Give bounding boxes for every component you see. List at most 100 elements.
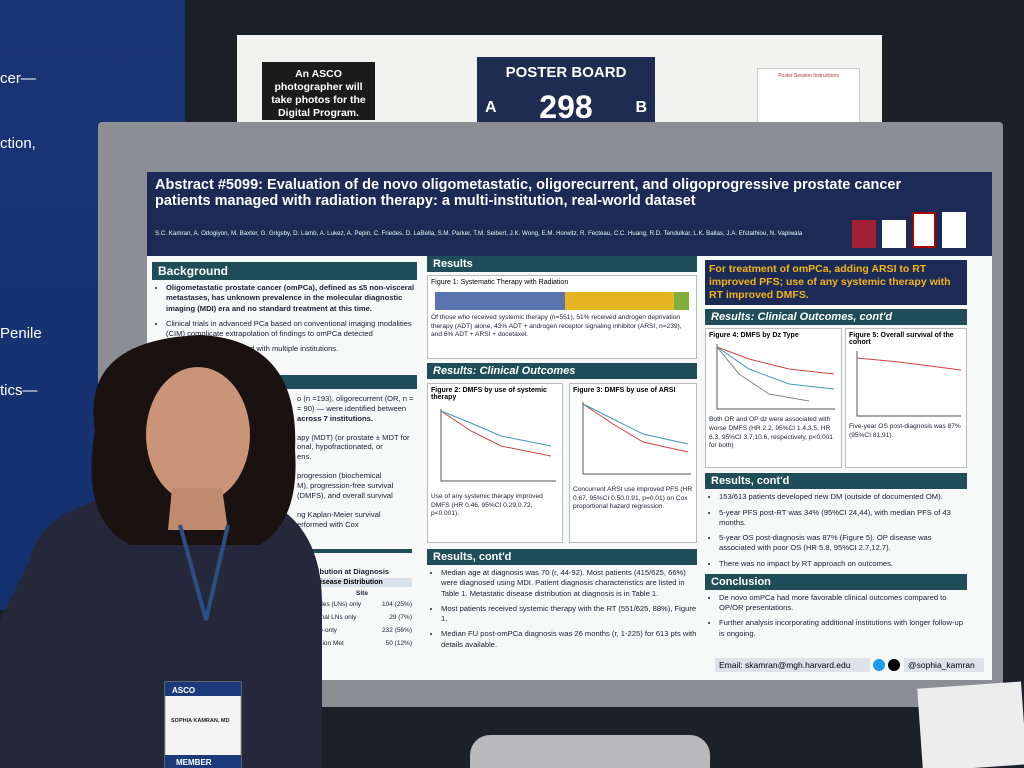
email: Email: skamran@mgh.harvard.edu [715,658,870,672]
figure-title: Figure 4: DMFS by Dz Type [709,332,799,340]
section-heading: Results, cont'd [705,473,967,490]
poster-authors: S.C. Kamran, A. Odogiyon, M. Baxter, G. … [155,230,803,237]
section-heading: Conclusion [705,573,967,590]
table-title: tribution at Diagnosis [312,567,390,576]
section-heading: Background [152,262,417,280]
handle: @sophia_kamran [904,658,984,672]
figure-caption: Of those who received systemic therapy (… [431,314,682,339]
social-icon [888,659,900,671]
figure: Figure 2: DMFS by use of systemic therap… [427,383,563,543]
figure-caption: Both OR and OP dz were associated with w… [709,416,833,450]
chair [470,735,710,768]
text: erformed with Cox [297,519,359,529]
poster-title: Abstract #5099: Evaluation of de novo ol… [155,177,902,210]
side-a: A [485,99,497,116]
side-b: B [635,99,647,116]
cell: 232 (56%) [382,627,412,634]
cell: nodes (LNs) only [312,601,362,608]
figure-title: Figure 1: Systematic Therapy with Radiat… [431,279,569,286]
section-heading [312,549,412,553]
cell: 104 (25%) [382,601,412,608]
stacked-bar [435,292,689,310]
bar-segment [673,292,689,310]
bullet: Most patients received systemic therapy … [441,604,697,625]
logo [912,212,936,248]
table-subtitle: Disease Distribution [312,578,412,587]
figure-title: Figure 2: DMFS by use of systemic therap… [431,387,547,401]
cell: gional LNs only [312,614,357,621]
board-label: POSTER BOARD [505,64,627,81]
section-heading: Results: Clinical Outcomes, cont'd [705,309,967,326]
figure: Figure 3: DMFS by use of ARSI Concurrent… [569,383,697,543]
km-plot [716,344,835,410]
bullet: Clinical trials in advanced PCa based on… [166,319,417,340]
figure-caption: Five-year OS post-diagnosis was 87% (95%… [849,423,961,439]
bullet: Median FU post-omPCa diagnosis was 26 mo… [441,629,697,650]
bullet-list: 153/613 patients developed new DM (outsi… [705,492,967,569]
photographer-sign: An ASCO photographer will take photos fo… [262,62,375,120]
figure-caption: Concurrent ARSI use improved PFS (HR 0.6… [573,486,693,511]
social-icon [873,659,885,671]
badge-header [165,682,241,696]
bullet-list: De novo omPCa had more favorable clinica… [705,593,967,639]
logo [852,220,876,248]
lanyard [178,524,230,621]
figure: Figure 1: Systematic Therapy with Radiat… [427,275,697,359]
logo [942,212,966,248]
badge-brand: ASCO [172,686,195,695]
cell: one-only [312,627,337,634]
figure: Figure 5: Overall survival of the cohort… [845,328,967,469]
cell: ination Met [312,640,344,647]
bullet: 5-year PFS post-RT was 34% (95%CI 24,44)… [719,508,967,529]
banner-text: Penile [0,325,42,342]
bullet: 5-year OS post-diagnosis was 87% (Figure… [719,533,967,554]
banner-text: ction, [0,135,36,152]
heading-text: Results: Clinical Outcomes, cont'd [711,311,893,324]
figure-caption: Use of any systemic therapy improved DMF… [431,493,543,518]
text: onal, hypofractionated, or [297,442,383,452]
bullet: Further analysis incorporating additiona… [719,618,967,639]
bar-segment [435,292,565,310]
badge-name: SOPHIA KAMRAN, MD [171,718,229,724]
cell: 29 (7%) [389,614,412,621]
text: o (n =193), oligorecurrent (OR, n = [297,394,414,403]
figure-title: Figure 3: DMFS by use of ARSI [573,387,676,394]
text: ng Kaplan-Meier survival [297,509,381,519]
text: apy (MDT) (or prostate ± MDT for [297,432,410,442]
figure-title: Figure 5: Overall survival of the cohort [849,332,954,347]
banner-text: cer— [0,70,36,87]
bullet: Median age at diagnosis was 70 (r, 44-92… [441,568,697,599]
text: across 7 institutions. [297,413,373,423]
bullet: De novo omPCa had more favorable clinica… [719,593,967,614]
heading-text: Results: Clinical Outcomes [433,365,576,377]
figure: Figure 4: DMFS by Dz Type Both OR and OP… [705,328,842,469]
cell: 50 (12%) [385,640,412,647]
highlight-box: For treatment of omPCa, adding ARSI to R… [705,260,967,306]
text: progression (biochemical [297,471,382,481]
poster-header [147,172,992,256]
board-number: 298 [539,89,593,125]
badge [164,681,242,768]
text: = 90) — were identified between [297,403,407,413]
bar-segment [564,292,674,310]
table: Site nodes (LNs) only 104 (25%) gional LN… [312,590,412,647]
badge-ribbon [165,755,241,768]
text: M), progression-free survival [297,481,394,491]
bullet-list: Median age at diagnosis was 70 (r, 44-92… [427,568,697,650]
km-plot [582,402,691,475]
section-heading: Results, cont'd [427,549,697,565]
text: ens. [297,452,312,462]
km-plot [440,409,556,482]
badge-ribbon-text: MEMBER [176,758,212,767]
km-plot [856,351,962,417]
section-heading: Results: Clinical Outcomes [427,363,697,379]
face [146,367,250,503]
bullet: There was no impact by RT approach on ou… [719,559,967,569]
text: (DMFS), and overall survival [297,490,393,500]
logo [882,220,906,248]
neck [168,488,228,530]
bullet: Oligometastatic prostate cancer (omPCa),… [166,283,417,314]
section-heading: Results [427,256,697,272]
